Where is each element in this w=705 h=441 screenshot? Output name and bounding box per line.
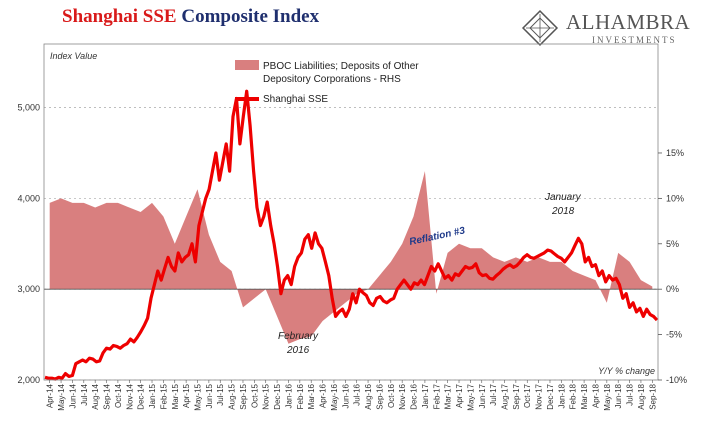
right-tick-label: 15%: [666, 148, 684, 158]
x-tick-label: Jun-14: [68, 383, 77, 408]
x-tick-label: Mar-15: [171, 383, 180, 409]
x-tick-label: Jun-15: [205, 383, 214, 408]
x-tick-label: Sep-18: [648, 383, 657, 409]
right-tick-label: -5%: [666, 330, 682, 340]
x-tick-label: Dec-17: [546, 383, 555, 409]
annotation-jan-2018-line1: January: [544, 192, 582, 203]
x-tick-label: Aug-16: [364, 383, 373, 409]
right-tick-label: 10%: [666, 193, 684, 203]
x-axis-ticks: Apr-14 May-14 Jun-14 Jul-14 Aug-14 Sep-14 Oct-…: [46, 380, 657, 411]
title-part-shanghai-sse: Shanghai SSE: [62, 6, 177, 27]
legend-area-label-line2: Depository Corporations - RHS: [263, 74, 401, 85]
logo-name: ALHAMBRA: [566, 10, 691, 34]
title-part-composite-index: Composite Index: [181, 6, 320, 27]
legend-area-swatch: [235, 60, 259, 70]
x-tick-label: Jun-18: [614, 383, 623, 408]
x-tick-label: Jan-15: [148, 383, 157, 408]
x-tick-label: Jan-16: [284, 383, 293, 408]
left-tick-label: 4,000: [17, 193, 40, 203]
x-tick-label: Sep-14: [103, 383, 112, 409]
x-tick-label: Feb-17: [432, 383, 441, 409]
x-tick-label: Feb-18: [569, 383, 578, 409]
alhambra-logo: ALHAMBRA INVESTMENTS: [520, 8, 700, 48]
x-tick-label: Jul-18: [626, 383, 635, 405]
x-tick-label: Jul-16: [353, 383, 362, 405]
x-tick-label: Aug-15: [228, 383, 237, 409]
x-tick-label: Jan-18: [557, 383, 566, 408]
right-tick-label: 5%: [666, 239, 679, 249]
x-tick-label: Mar-17: [444, 383, 453, 409]
x-tick-label: May-18: [603, 383, 612, 410]
x-tick-label: Nov-17: [535, 383, 544, 409]
x-tick-label: Nov-15: [262, 383, 271, 409]
x-tick-label: Oct-14: [114, 383, 123, 408]
x-tick-label: Nov-16: [398, 383, 407, 409]
right-axis-ticks: 15% 10% 5% 0% -5% -10%: [658, 148, 687, 385]
x-tick-label: May-15: [194, 383, 203, 410]
x-tick-label: Aug-18: [637, 383, 646, 409]
x-tick-label: Sep-15: [239, 383, 248, 409]
left-axis-label: Index Value: [50, 51, 97, 61]
annotation-jan-2018-line2: 2018: [551, 206, 575, 217]
annotation-feb-2016-line1: February: [278, 331, 319, 342]
x-tick-label: Nov-14: [125, 383, 134, 409]
x-tick-label: Mar-18: [580, 383, 589, 409]
left-axis-ticks: 5,000 4,000 3,000 2,000: [17, 103, 40, 385]
x-tick-label: Jan-17: [421, 383, 430, 408]
x-tick-label: Oct-16: [387, 383, 396, 408]
x-tick-label: Mar-16: [307, 383, 316, 409]
x-tick-label: Feb-15: [159, 383, 168, 409]
left-tick-label: 3,000: [17, 284, 40, 294]
x-tick-label: Dec-15: [273, 383, 282, 409]
x-tick-label: Apr-15: [182, 383, 191, 408]
alhambra-diamond-icon: [521, 9, 559, 47]
legend-line-label: Shanghai SSE: [263, 94, 328, 105]
legend: PBOC Liabilities; Deposits of Other Depo…: [235, 60, 419, 105]
x-tick-label: Sep-16: [375, 383, 384, 409]
x-tick-label: Dec-16: [410, 383, 419, 409]
shanghai-sse-line: [44, 89, 659, 381]
x-tick-label: Jun-17: [478, 383, 487, 408]
plot-frame: [43, 43, 659, 381]
x-tick-label: Dec-14: [137, 383, 146, 409]
left-tick-label: 5,000: [17, 103, 40, 113]
x-tick-label: Jul-15: [216, 383, 225, 405]
x-tick-label: Aug-14: [91, 383, 100, 409]
x-tick-label: Apr-18: [591, 383, 600, 408]
logo-subtitle: INVESTMENTS: [592, 35, 677, 45]
right-tick-label: -10%: [666, 375, 687, 385]
right-tick-label: 0%: [666, 284, 679, 294]
x-tick-label: Sep-17: [512, 383, 521, 409]
x-tick-label: Apr-14: [46, 383, 55, 408]
x-tick-label: Feb-16: [296, 383, 305, 409]
x-tick-label: Aug-17: [501, 383, 510, 409]
x-tick-label: Jul-17: [489, 383, 498, 405]
x-tick-label: Oct-17: [523, 383, 532, 408]
x-tick-label: Apr-17: [455, 383, 464, 408]
right-axis-label: Y/Y % change: [598, 366, 655, 376]
annotation-feb-2016-line2: 2016: [286, 345, 310, 356]
x-tick-label: Jul-14: [80, 383, 89, 405]
x-tick-label: Oct-15: [250, 383, 259, 408]
x-tick-label: May-14: [57, 383, 66, 410]
chart-title: Shanghai SSE Composite Index: [62, 6, 319, 28]
left-tick-label: 2,000: [17, 375, 40, 385]
x-tick-label: May-17: [466, 383, 475, 410]
x-tick-label: Jun-16: [341, 383, 350, 408]
x-tick-label: Apr-16: [319, 383, 328, 408]
x-tick-label: May-16: [330, 383, 339, 410]
legend-area-label-line1: PBOC Liabilities; Deposits of Other: [263, 61, 419, 72]
